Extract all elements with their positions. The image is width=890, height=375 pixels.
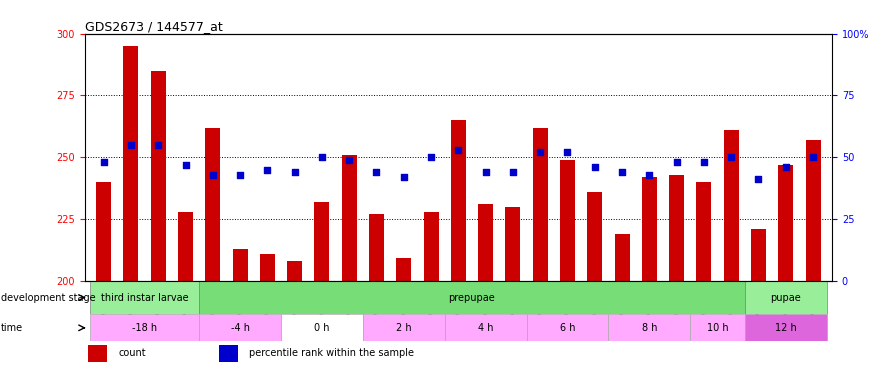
Bar bbox=[691, 314, 745, 341]
Bar bbox=[805, 140, 821, 281]
Text: count: count bbox=[118, 348, 146, 357]
Bar bbox=[260, 254, 275, 281]
Text: GDS2673 / 144577_at: GDS2673 / 144577_at bbox=[85, 20, 222, 33]
Bar bbox=[342, 155, 357, 281]
Text: 4 h: 4 h bbox=[478, 323, 493, 333]
Bar bbox=[90, 281, 199, 314]
Bar bbox=[88, 345, 107, 362]
Text: 2 h: 2 h bbox=[396, 323, 411, 333]
Point bbox=[151, 142, 166, 148]
Bar bbox=[778, 165, 793, 281]
Point bbox=[233, 171, 247, 177]
Bar bbox=[96, 182, 111, 281]
Text: prepupae: prepupae bbox=[449, 292, 496, 303]
Text: -4 h: -4 h bbox=[231, 323, 249, 333]
Bar bbox=[451, 120, 465, 281]
Point bbox=[369, 169, 384, 175]
Bar bbox=[219, 345, 238, 362]
Bar bbox=[724, 130, 739, 281]
Text: 10 h: 10 h bbox=[707, 323, 728, 333]
Text: percentile rank within the sample: percentile rank within the sample bbox=[249, 348, 414, 357]
Text: 0 h: 0 h bbox=[314, 323, 329, 333]
Text: 8 h: 8 h bbox=[642, 323, 657, 333]
Point bbox=[506, 169, 520, 175]
Point bbox=[724, 154, 739, 160]
Bar bbox=[281, 314, 363, 341]
Point bbox=[397, 174, 411, 180]
Bar bbox=[745, 281, 827, 314]
Point bbox=[779, 164, 793, 170]
Bar bbox=[199, 314, 281, 341]
Point bbox=[669, 159, 684, 165]
Point bbox=[451, 147, 465, 153]
Point bbox=[260, 166, 274, 172]
Point bbox=[96, 159, 110, 165]
Bar bbox=[609, 314, 691, 341]
Bar bbox=[669, 174, 684, 281]
Bar bbox=[424, 211, 439, 281]
Point bbox=[424, 154, 438, 160]
Bar bbox=[478, 204, 493, 281]
Bar bbox=[363, 314, 445, 341]
Bar bbox=[696, 182, 711, 281]
Bar bbox=[287, 261, 302, 281]
Bar bbox=[533, 128, 547, 281]
Point bbox=[178, 162, 192, 168]
Point bbox=[561, 149, 575, 155]
Text: 6 h: 6 h bbox=[560, 323, 575, 333]
Point bbox=[533, 149, 547, 155]
Text: pupae: pupae bbox=[771, 292, 801, 303]
Point bbox=[479, 169, 493, 175]
Bar bbox=[199, 281, 745, 314]
Text: -18 h: -18 h bbox=[132, 323, 158, 333]
Bar bbox=[587, 192, 603, 281]
Bar bbox=[527, 314, 609, 341]
Text: 12 h: 12 h bbox=[775, 323, 797, 333]
Point bbox=[342, 157, 356, 163]
Point bbox=[643, 171, 657, 177]
Point bbox=[206, 171, 220, 177]
Bar bbox=[745, 314, 827, 341]
Bar bbox=[206, 128, 221, 281]
Bar bbox=[615, 234, 629, 281]
Bar bbox=[232, 249, 247, 281]
Bar bbox=[150, 71, 166, 281]
Bar bbox=[124, 46, 139, 281]
Bar bbox=[178, 211, 193, 281]
Bar bbox=[396, 258, 411, 281]
Point bbox=[751, 177, 765, 183]
Text: third instar larvae: third instar larvae bbox=[101, 292, 189, 303]
Point bbox=[697, 159, 711, 165]
Text: development stage: development stage bbox=[1, 292, 95, 303]
Bar bbox=[642, 177, 657, 281]
Point bbox=[287, 169, 302, 175]
Point bbox=[806, 154, 821, 160]
Bar bbox=[369, 214, 384, 281]
Point bbox=[315, 154, 329, 160]
Point bbox=[587, 164, 602, 170]
Bar bbox=[506, 207, 521, 281]
Point bbox=[124, 142, 138, 148]
Text: time: time bbox=[1, 323, 23, 333]
Point bbox=[615, 169, 629, 175]
Bar bbox=[314, 202, 329, 281]
Bar bbox=[445, 314, 527, 341]
Bar bbox=[90, 314, 199, 341]
Bar bbox=[751, 229, 766, 281]
Bar bbox=[560, 160, 575, 281]
